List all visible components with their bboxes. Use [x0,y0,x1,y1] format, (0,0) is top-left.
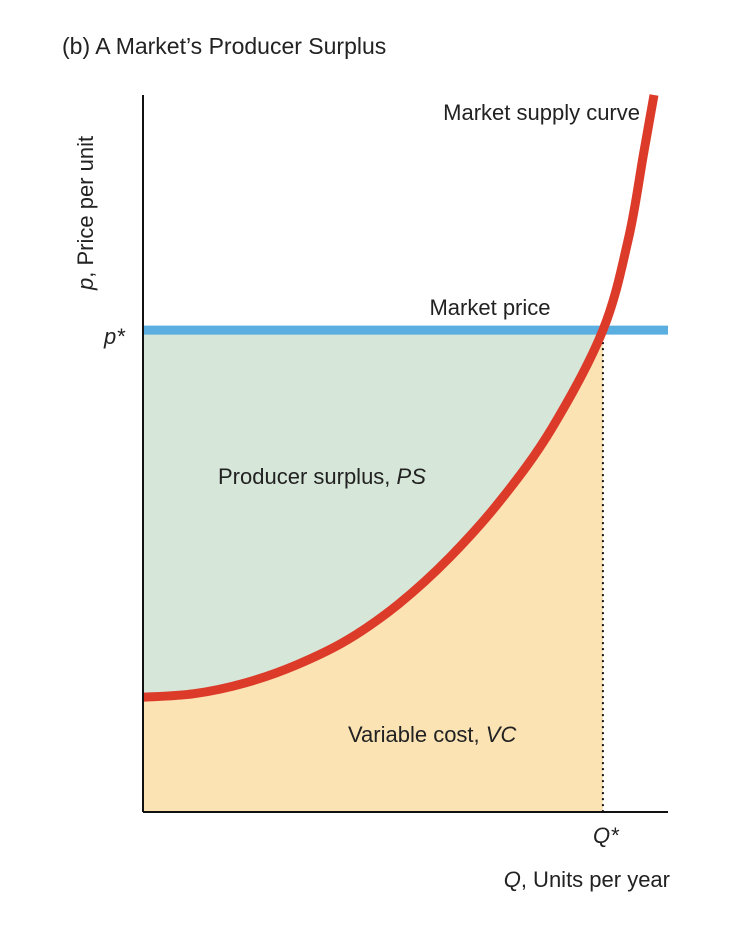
x-axis-label-var: Q [504,867,521,892]
variable-cost-label: Variable cost, VC [348,722,516,747]
producer-surplus-label-var: PS [397,464,427,489]
market-supply-curve [142,94,659,702]
chart-title: (b) A Market’s Producer Surplus [62,33,386,59]
supply-curve-label: Market supply curve [443,100,640,125]
market-price-label: Market price [429,295,550,320]
variable-cost-label-text: Variable cost, [348,722,486,747]
variable-cost-label-var: VC [486,722,517,747]
y-axis-label-rest: , Price per unit [73,136,98,278]
y-axis-label: p, Price per unit [73,136,98,291]
variable-cost-area [143,330,603,812]
x-axis-label: Q, Units per year [504,867,670,892]
y-tick-label-p-star: p* [103,324,126,349]
producer-surplus-label: Producer surplus, PS [218,464,426,489]
x-tick-label-q-star: Q* [593,823,620,848]
y-axis-label-var: p [73,278,98,291]
producer-surplus-label-text: Producer surplus, [218,464,397,489]
x-axis-label-rest: , Units per year [521,867,670,892]
producer-surplus-area [143,330,603,698]
